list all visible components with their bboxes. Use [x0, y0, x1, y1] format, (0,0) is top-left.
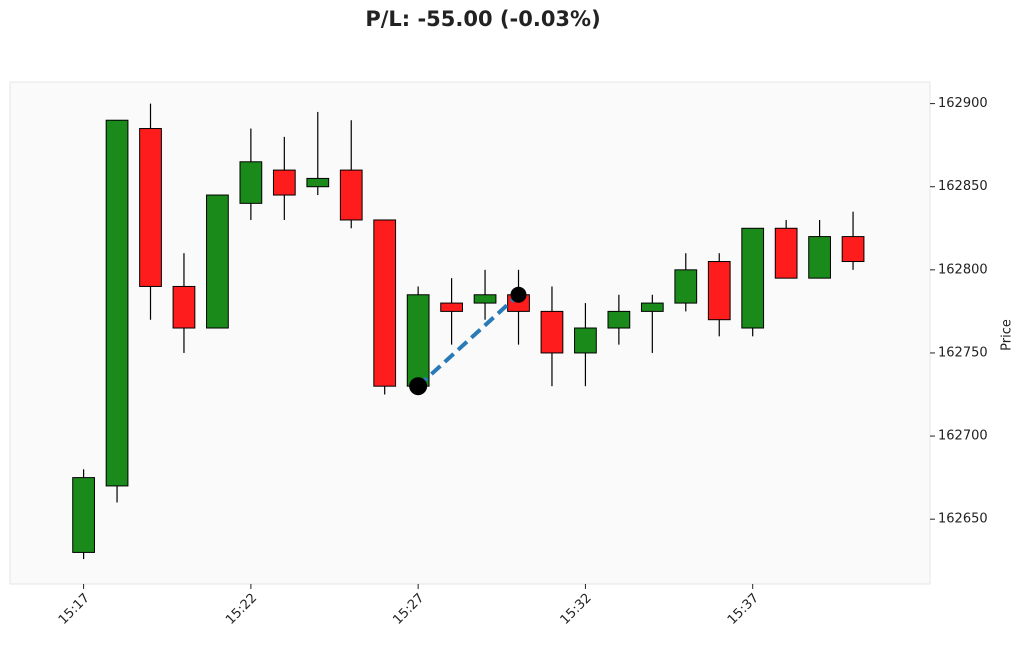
candle-body: [139, 128, 162, 287]
candle-body: [306, 177, 330, 188]
x-tick-label: 15:22: [223, 591, 260, 628]
y-tick-label: 162900: [938, 96, 988, 111]
candle-body: [640, 302, 664, 312]
candle-body: [741, 227, 765, 329]
candle-body: [239, 161, 263, 204]
candle-body: [607, 310, 631, 329]
candle-body: [373, 219, 397, 387]
candle-body: [105, 119, 129, 487]
chart-title: P/L: -55.00 (-0.03%): [365, 7, 600, 31]
plot-area: [9, 81, 931, 585]
y-axis-label: Price: [1000, 319, 1015, 351]
candle-body: [272, 169, 296, 196]
candle-body: [339, 169, 363, 221]
candle-body: [774, 227, 798, 279]
candle-body: [206, 194, 229, 329]
candle-body: [574, 327, 597, 354]
y-tick-label: 162650: [938, 512, 988, 527]
x-tick-label: 15:37: [725, 591, 762, 628]
candle-body: [707, 261, 731, 321]
x-tick-label: 15:27: [390, 591, 427, 628]
y-tick-label: 162700: [938, 429, 988, 444]
candle-body: [540, 310, 564, 354]
candle-body: [674, 269, 698, 304]
candle-body: [808, 236, 831, 279]
y-tick-label: 162850: [938, 179, 988, 194]
candle-body: [72, 477, 95, 553]
candle-body: [172, 285, 196, 329]
y-tick-label: 162750: [938, 345, 988, 360]
trade-line: [416, 293, 520, 388]
x-tick-label: 15:17: [56, 591, 93, 628]
y-tick-label: 162800: [938, 262, 988, 277]
x-tick-label: 15:32: [558, 591, 595, 628]
trade-exit: [510, 286, 527, 303]
candle-body: [841, 236, 865, 263]
candle-body: [406, 294, 430, 387]
trade-entry: [409, 377, 428, 396]
candle-body: [440, 302, 463, 312]
candle-body: [473, 294, 497, 304]
